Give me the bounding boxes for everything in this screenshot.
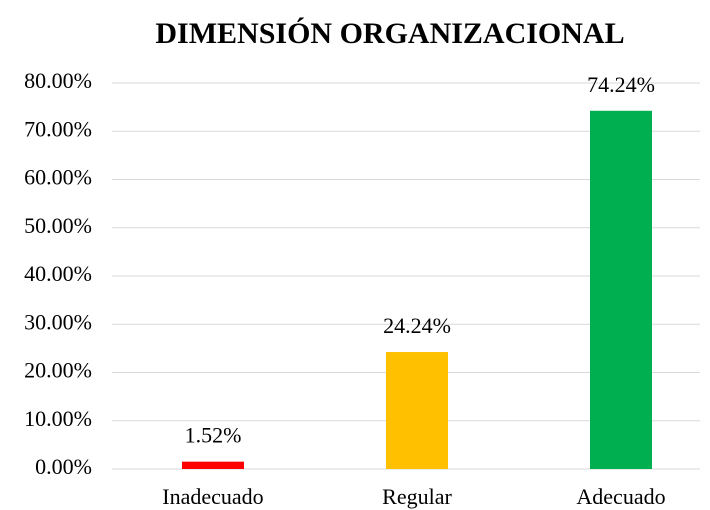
x-tick-label: Regular (382, 484, 452, 509)
data-label: 1.52% (185, 423, 242, 448)
data-label: 24.24% (383, 313, 451, 338)
y-tick-label: 30.00% (24, 309, 92, 334)
y-tick-label: 10.00% (24, 406, 92, 431)
y-tick-label: 50.00% (24, 213, 92, 238)
chart-title: DIMENSIÓN ORGANIZACIONAL (155, 17, 624, 50)
y-tick-label: 80.00% (24, 68, 92, 93)
y-tick-label: 0.00% (35, 454, 92, 479)
data-label: 74.24% (587, 72, 655, 97)
y-tick-label: 40.00% (24, 261, 92, 286)
bar (386, 352, 448, 469)
y-tick-label: 60.00% (24, 165, 92, 190)
x-tick-label: Adecuado (576, 484, 665, 509)
y-tick-label: 70.00% (24, 116, 92, 141)
bar (590, 110, 652, 470)
y-tick-label: 20.00% (24, 358, 92, 383)
x-tick-label: Inadecuado (162, 484, 263, 509)
bar (182, 461, 244, 469)
